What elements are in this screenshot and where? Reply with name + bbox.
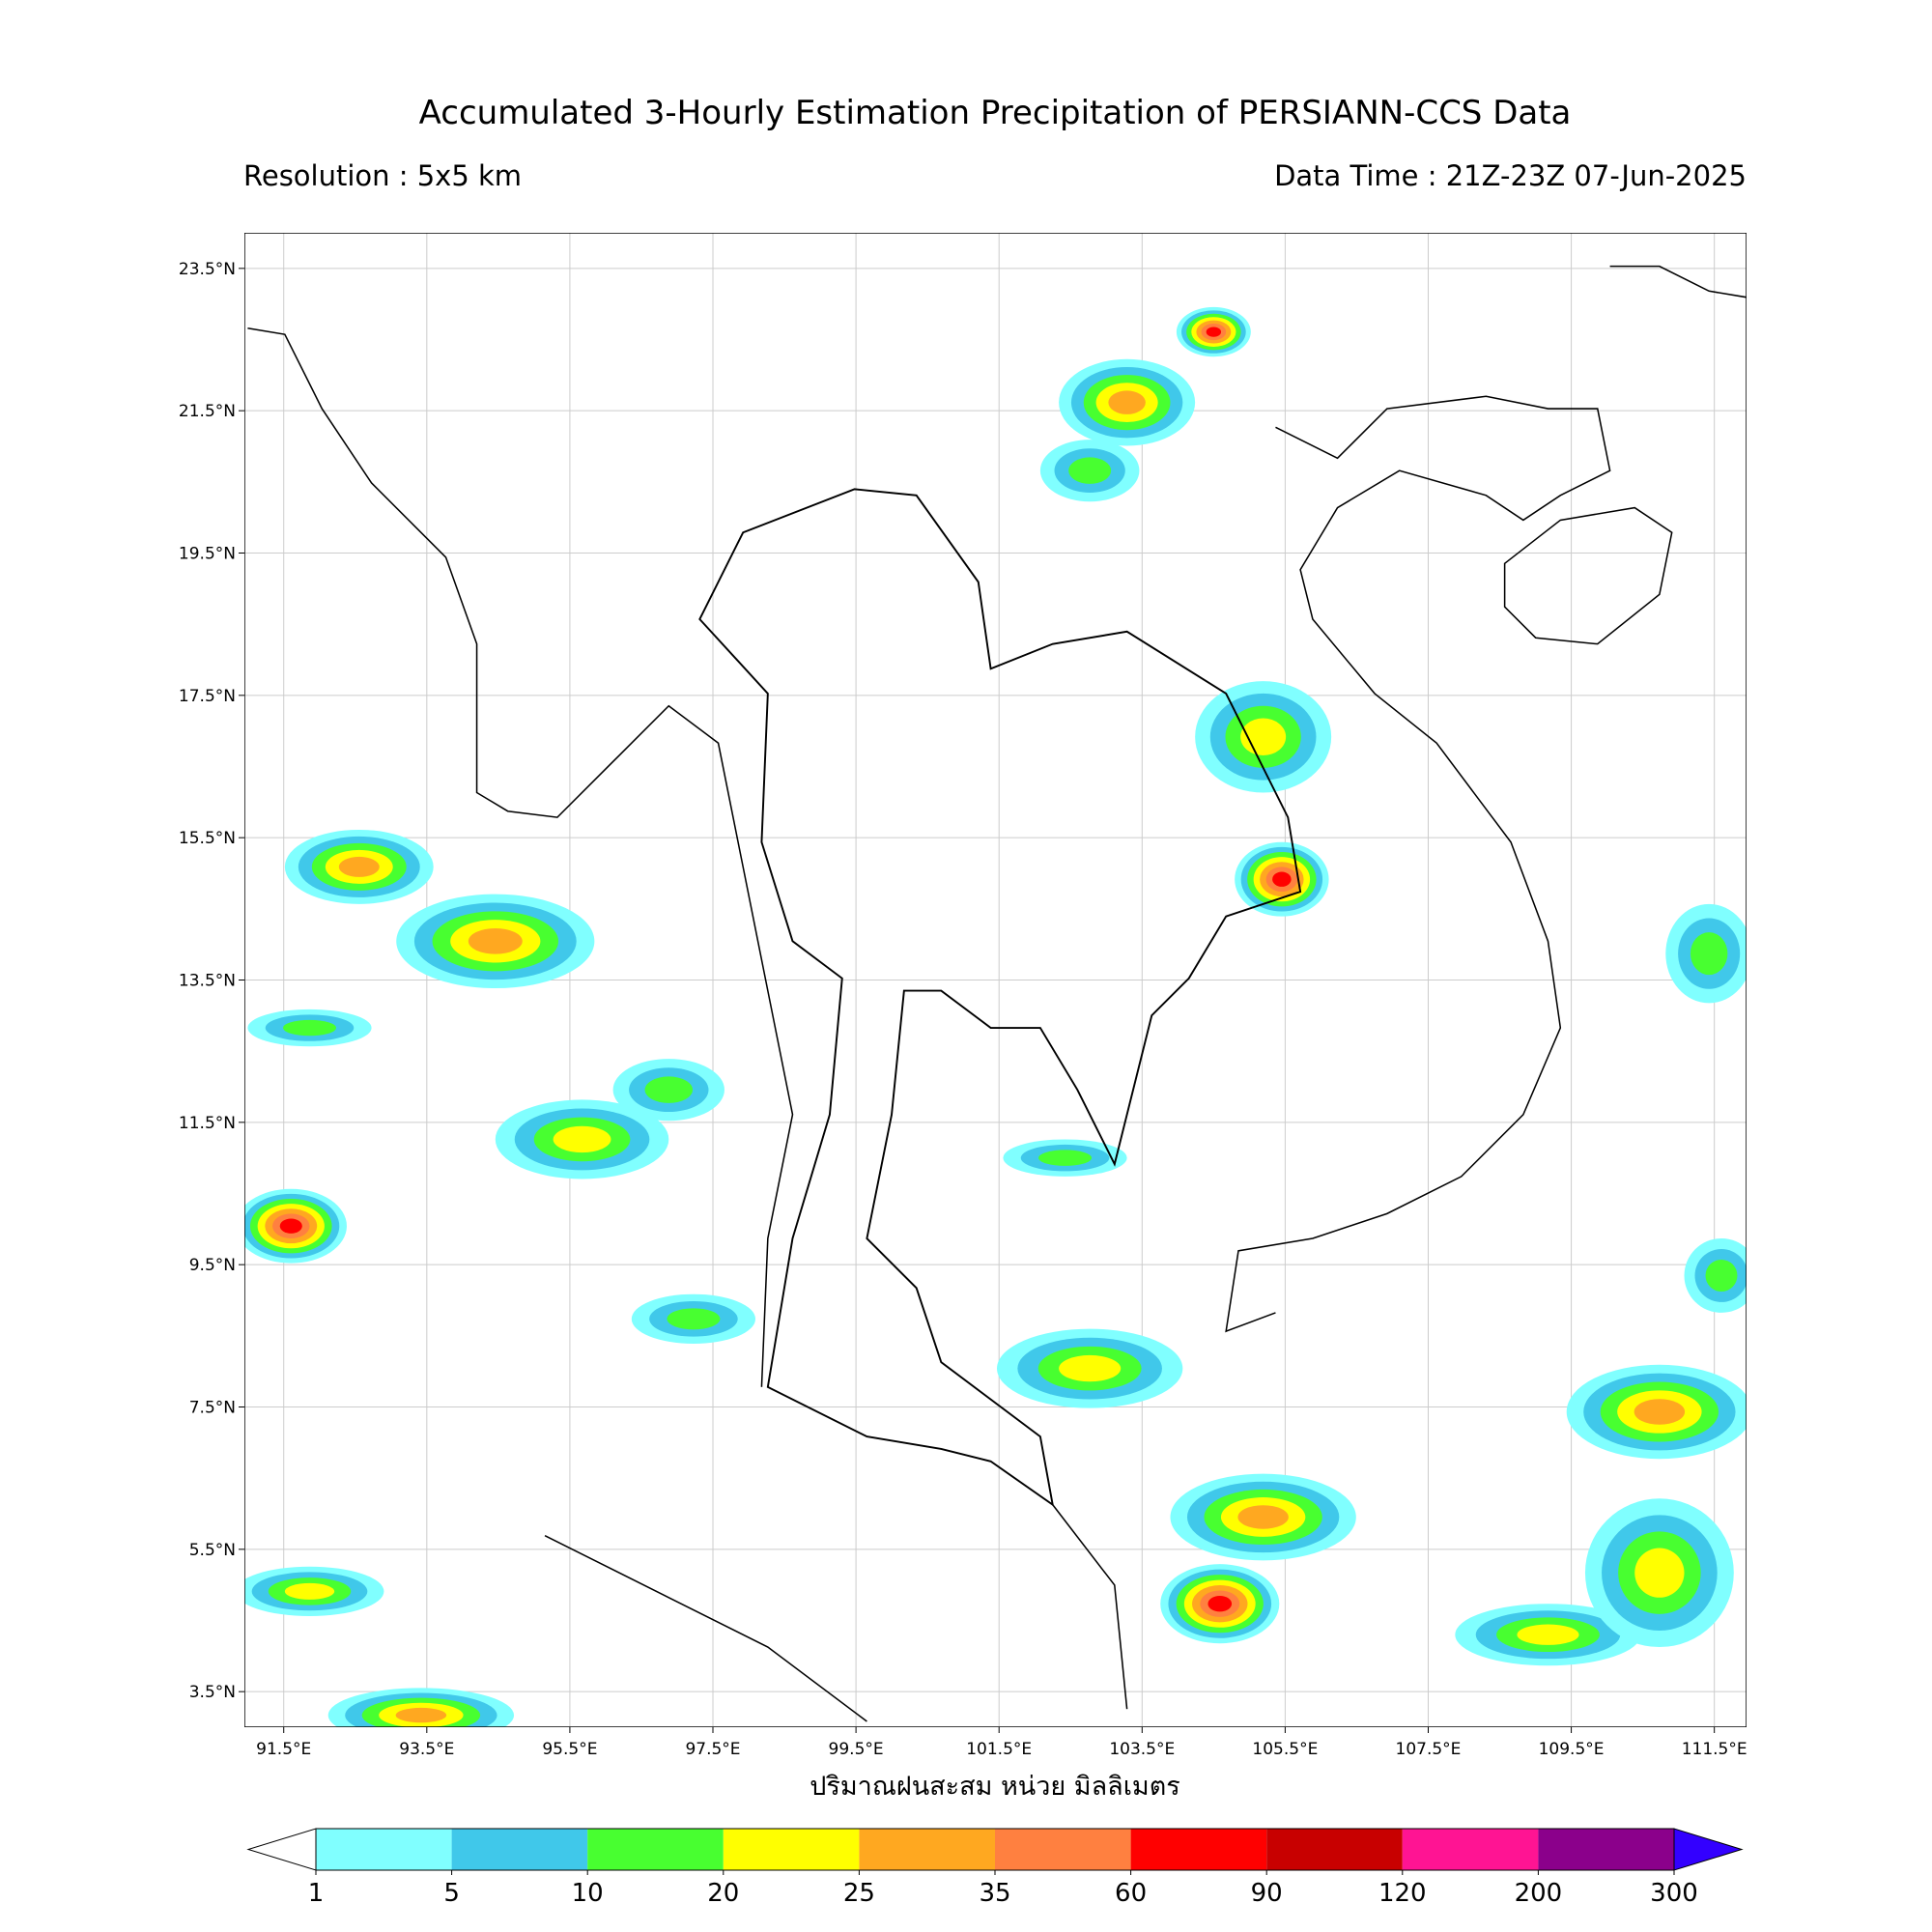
rain-area xyxy=(644,1076,694,1103)
rain-area xyxy=(1690,932,1728,976)
y-tick-label: 15.5°N xyxy=(179,829,236,848)
colorbar-label: 5 xyxy=(443,1879,460,1908)
y-tick-label: 21.5°N xyxy=(179,402,236,421)
x-axis-label: ปริมาณฝนสะสม หน่วย มิลลิเมตร xyxy=(810,1772,1180,1802)
rain-area xyxy=(1634,1548,1685,1598)
x-tick-label: 99.5°E xyxy=(829,1740,884,1759)
colorbar-label: 20 xyxy=(707,1879,739,1908)
rain-area xyxy=(395,1707,447,1723)
thailand-border xyxy=(698,488,1302,1507)
y-tick-label: 7.5°N xyxy=(189,1399,236,1418)
rain-area xyxy=(1237,1505,1289,1529)
data-time: Data Time : 21Z-23Z 07-Jun-2025 xyxy=(1274,159,1747,192)
y-tick-label: 5.5°N xyxy=(189,1541,236,1560)
colorbar: 1 5 10 20 25 35 60 90 120 200 300 xyxy=(246,1828,1744,1908)
rain-area xyxy=(667,1308,721,1330)
y-tick-label: 11.5°N xyxy=(179,1114,236,1133)
rain-area xyxy=(1206,327,1222,337)
rain-area xyxy=(1705,1259,1738,1292)
rain-area xyxy=(1634,1399,1686,1425)
y-tick-label: 13.5°N xyxy=(179,972,236,991)
x-tick-label: 93.5°E xyxy=(399,1740,454,1759)
rain-area xyxy=(1108,390,1146,414)
colorbar-label: 10 xyxy=(572,1879,604,1908)
rain-area xyxy=(1059,1354,1122,1382)
hainan-coast xyxy=(1503,506,1673,645)
colorbar-swatch xyxy=(1266,1829,1403,1870)
y-tick-label: 9.5°N xyxy=(189,1256,236,1275)
title: Accumulated 3-Hourly Estimation Precipit… xyxy=(419,94,1572,132)
coastlines xyxy=(247,265,1747,1722)
rain-area xyxy=(553,1125,611,1153)
colorbar-over xyxy=(1673,1828,1744,1871)
colorbar-label: 25 xyxy=(843,1879,875,1908)
x-tick-label: 91.5°E xyxy=(256,1740,311,1759)
resolution: Resolution : 5x5 km xyxy=(243,159,522,192)
colorbar-label: 200 xyxy=(1515,1879,1563,1908)
vietnam-coast xyxy=(1225,395,1611,1333)
colorbar-under xyxy=(246,1828,317,1871)
y-tick-label: 17.5°N xyxy=(179,687,236,706)
colorbar-swatch xyxy=(1130,1829,1267,1870)
myanmar-coast xyxy=(247,327,794,1387)
y-tick-label: 23.5°N xyxy=(179,260,236,279)
grid xyxy=(244,233,1747,1727)
x-tick-label: 95.5°E xyxy=(542,1740,597,1759)
rain-field xyxy=(244,306,1747,1727)
y-tick-label: 19.5°N xyxy=(179,545,236,564)
map-area xyxy=(244,233,1747,1727)
colorbar-swatch xyxy=(859,1829,995,1870)
colorbar-label: 120 xyxy=(1378,1879,1427,1908)
rain-area xyxy=(283,1019,336,1037)
x-tick-label: 97.5°E xyxy=(685,1740,740,1759)
colorbar-label: 60 xyxy=(1115,1879,1147,1908)
rain-area xyxy=(1038,1150,1092,1166)
x-tick-label: 111.5°E xyxy=(1682,1740,1747,1759)
colorbar-swatch xyxy=(1402,1829,1539,1870)
x-tick-label: 107.5°E xyxy=(1396,1740,1462,1759)
colorbar-swatch xyxy=(316,1829,452,1870)
malaysia-coast xyxy=(544,1504,1128,1722)
colorbar-label: 1 xyxy=(308,1879,325,1908)
rain-area xyxy=(284,1582,335,1600)
rain-area xyxy=(1068,457,1112,484)
colorbar-swatch xyxy=(723,1829,860,1870)
colorbar-swatch xyxy=(995,1829,1131,1870)
borneo-coast xyxy=(1609,265,1747,298)
x-tick-label: 109.5°E xyxy=(1539,1740,1605,1759)
y-tick-label: 3.5°N xyxy=(189,1683,236,1702)
rain-area xyxy=(338,856,380,877)
colorbar-swatch xyxy=(587,1829,724,1870)
rain-area xyxy=(279,1218,302,1234)
rain-area xyxy=(1517,1624,1579,1645)
rain-area xyxy=(1272,871,1292,887)
colorbar-label: 35 xyxy=(979,1879,1010,1908)
colorbar-label: 90 xyxy=(1251,1879,1283,1908)
colorbar-swatch xyxy=(1538,1829,1674,1870)
colorbar-swatch xyxy=(451,1829,588,1870)
rain-area xyxy=(1208,1595,1233,1612)
x-tick-label: 105.5°E xyxy=(1252,1740,1318,1759)
x-tick-label: 103.5°E xyxy=(1109,1740,1175,1759)
axes: 91.5°E 93.5°E 95.5°E 97.5°E 99.5°E 101.5°E 103… xyxy=(179,260,1747,1759)
x-tick-label: 101.5°E xyxy=(966,1740,1032,1759)
colorbar-label: 300 xyxy=(1650,1879,1698,1908)
rain-area xyxy=(468,928,523,954)
